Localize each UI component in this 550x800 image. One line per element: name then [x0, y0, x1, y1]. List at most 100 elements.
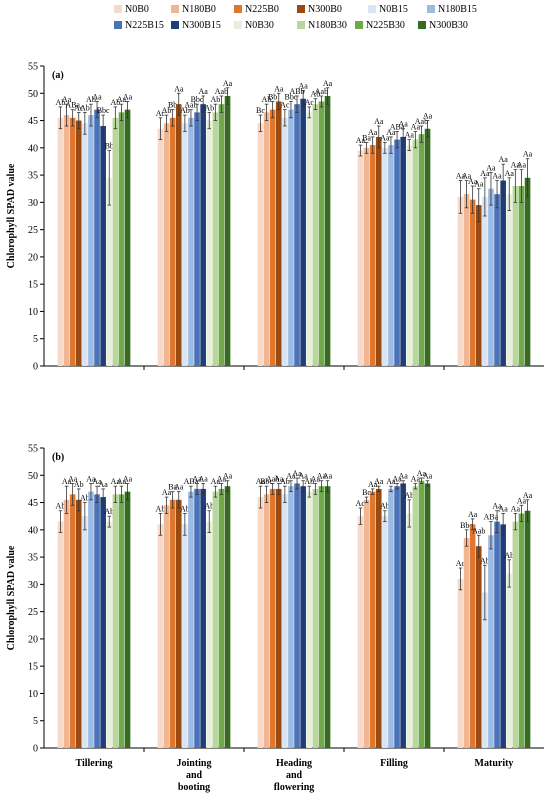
- significance-label: Aa: [274, 84, 284, 93]
- significance-label: Aa: [174, 483, 184, 492]
- significance-label: Aa: [174, 84, 184, 93]
- significance-label: Ab: [380, 502, 390, 511]
- significance-label: Ab: [480, 556, 490, 565]
- significance-label: Aa: [380, 133, 390, 142]
- bar: [63, 499, 70, 748]
- bar: [388, 145, 394, 366]
- significance-label: Ba: [362, 133, 371, 142]
- bar: [524, 510, 531, 748]
- bar: [88, 491, 94, 748]
- bar: [75, 499, 82, 748]
- legend-entry: N225B15: [114, 20, 164, 31]
- significance-label: Aa: [392, 474, 402, 483]
- bar: [169, 499, 176, 748]
- significance-label: Bbc: [260, 477, 273, 486]
- category-label: Filling: [380, 758, 408, 769]
- bar: [488, 535, 494, 748]
- y-tick-label: 5: [33, 334, 38, 345]
- significance-label: Aa: [311, 474, 321, 483]
- significance-label: Aa: [523, 491, 533, 500]
- bar: [412, 139, 419, 366]
- legend-entry: N180B0: [171, 4, 216, 15]
- bar: [157, 524, 164, 748]
- bar: [182, 123, 188, 366]
- legend-entry: N225B0: [234, 4, 279, 15]
- bar: [506, 194, 513, 366]
- significance-label: Bbc: [191, 95, 204, 104]
- significance-label: Ab: [156, 504, 166, 513]
- legend-label: N300B15: [182, 20, 221, 31]
- y-tick-label: 15: [28, 280, 38, 291]
- bar: [188, 117, 194, 367]
- significance-label: Aa: [468, 177, 478, 186]
- significance-label: Aa: [92, 477, 102, 486]
- significance-label: Aa: [117, 95, 127, 104]
- bar: [394, 139, 400, 366]
- significance-label: Aa: [192, 474, 202, 483]
- significance-label: Aa: [368, 128, 378, 137]
- category-label: and: [286, 770, 303, 781]
- category-label: Heading: [276, 758, 312, 769]
- category-label: Tillering: [75, 758, 112, 769]
- significance-label: Aa: [474, 180, 484, 189]
- bar: [224, 486, 231, 748]
- significance-label: Aa: [92, 92, 102, 101]
- y-tick-label: 45: [28, 116, 38, 127]
- significance-label: Aa: [480, 169, 490, 178]
- bar: [212, 112, 219, 366]
- y-tick-label: 45: [28, 498, 38, 509]
- significance-label: Aa: [223, 79, 233, 88]
- panel-label: (a): [52, 70, 64, 81]
- significance-label: Aab: [266, 474, 279, 483]
- bar: [324, 486, 331, 748]
- bar: [175, 104, 182, 366]
- significance-label: Aa: [123, 92, 133, 101]
- bar: [475, 205, 482, 366]
- bar: [269, 109, 276, 367]
- significance-label: Aa: [511, 504, 521, 513]
- bar: [524, 177, 531, 366]
- bar: [463, 538, 470, 748]
- bar: [375, 136, 382, 366]
- y-axis-label: Chlorophyll SPAD value: [6, 545, 17, 650]
- bar: [324, 96, 331, 366]
- bar: [275, 488, 282, 748]
- significance-label: Aa: [198, 87, 208, 96]
- significance-label: Aa: [374, 117, 384, 126]
- significance-label: Aa: [498, 155, 508, 164]
- significance-label: Aa: [286, 472, 296, 481]
- legend-label: N225B0: [245, 4, 279, 15]
- bar: [124, 491, 131, 748]
- bar: [500, 524, 506, 748]
- category-label: flowering: [274, 782, 315, 793]
- bar: [294, 104, 300, 366]
- bar: [200, 104, 206, 366]
- significance-label: Ab: [180, 504, 190, 513]
- significance-label: Aa: [511, 161, 521, 170]
- significance-label: Bb: [105, 142, 114, 151]
- legend-label: N0B15: [379, 4, 408, 15]
- y-tick-label: 25: [28, 607, 38, 618]
- significance-label: Aa: [62, 477, 72, 486]
- legend-swatch: [355, 21, 363, 29]
- bar: [63, 115, 70, 366]
- legend-entry: N225B30: [355, 20, 405, 31]
- bar: [275, 101, 282, 367]
- significance-label: Ab: [56, 98, 66, 107]
- bar: [388, 488, 394, 748]
- y-tick-label: 55: [28, 62, 38, 73]
- bar: [494, 521, 500, 748]
- bar: [194, 112, 200, 366]
- bar: [306, 112, 313, 366]
- bar: [118, 112, 125, 366]
- significance-label: Ac: [280, 101, 290, 110]
- significance-label: Aa: [211, 477, 221, 486]
- legend-swatch: [114, 5, 122, 13]
- bar: [263, 112, 270, 366]
- significance-label: Bb: [268, 92, 277, 101]
- bar: [382, 516, 388, 748]
- significance-label: Aa: [462, 172, 472, 181]
- bar: [469, 524, 476, 748]
- category-label: Jointing: [176, 758, 211, 769]
- bar: [512, 521, 519, 748]
